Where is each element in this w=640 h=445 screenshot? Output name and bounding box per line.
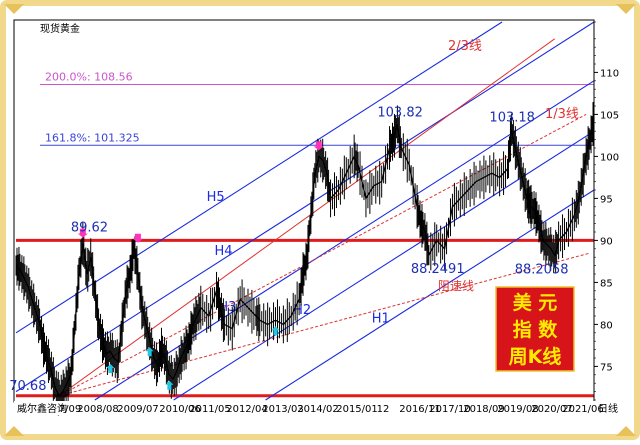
x-tick-label: 2020/07: [531, 404, 573, 415]
instrument-label: 现货黄金: [40, 22, 80, 35]
channel-line: [15, 21, 595, 393]
y-tick-label: 105: [600, 110, 619, 121]
price-annotations: 70.68 89.62 103.82 88.2491 103.18 88.2058: [9, 105, 568, 393]
x-tick-label: 12: [377, 404, 390, 415]
down-arrow-icon: [77, 228, 88, 238]
fan-line: [59, 113, 587, 397]
x-tick-label: 日线: [598, 402, 618, 415]
title-box: [495, 286, 575, 372]
up-arrow-icon: [106, 364, 115, 373]
y-tick-label: 85: [600, 278, 613, 289]
y-tick-label: 110: [600, 68, 619, 79]
frame-ornaments: [4, 4, 636, 436]
price-annotation: 88.2058: [515, 262, 569, 277]
x-tick-label: 2018/09: [463, 404, 505, 415]
title-line-2: 指 数: [513, 318, 559, 341]
fan-line: [59, 252, 591, 397]
x-tick-label: 2021/06: [562, 404, 604, 415]
up-arrow-icon: [145, 347, 154, 357]
price-annotation: 88.2491: [411, 262, 465, 277]
x-axis-band: [14, 401, 596, 415]
fan-label: 2/3线: [448, 39, 482, 54]
price-annotation: 103.18: [489, 111, 535, 126]
title-stamp: 美 元 指 数 周K线: [495, 286, 575, 372]
price-annotation: 103.82: [377, 105, 423, 120]
y-tick-label: 80: [600, 320, 613, 331]
channel-label: H5: [207, 190, 225, 205]
up-arrow-icon: [271, 326, 280, 336]
title-line-3: 周K线: [509, 345, 562, 368]
x-tick-label: 2017/10: [429, 404, 471, 415]
y-axis: 75 80 85 90 95 100 105 110: [593, 20, 619, 402]
down-arrow-icon: [313, 141, 324, 151]
level-label: 161.8%: 101.325: [45, 131, 140, 144]
x-tick-label: 2009/07: [117, 404, 159, 415]
channel-label: H4: [214, 244, 232, 259]
level-label: 200.0%: 108.56: [45, 70, 133, 83]
x-tick-label: 2015/01: [336, 404, 378, 415]
x-tick-label: 2013/03: [262, 404, 304, 415]
fan-line: [58, 38, 555, 397]
fan-label: 阻速线: [438, 279, 474, 293]
channel-line: [15, 21, 503, 334]
x-tick-label: 7/09: [59, 404, 81, 415]
price-annotation: 70.68: [9, 379, 46, 394]
price-annotation: 89.62: [71, 221, 108, 236]
y-tick-label: 95: [600, 194, 613, 205]
down-arrow-icon: [132, 233, 143, 243]
y-tick-label: 100: [600, 152, 619, 163]
channel-label: H1: [372, 311, 390, 326]
x-tick-label: 2010/06: [159, 404, 201, 415]
x-tick-label: 2008/08: [77, 404, 119, 415]
x-tick-label: 2019/08: [497, 404, 539, 415]
x-tick-label: 2012/04: [226, 404, 268, 415]
title-line-1: 美 元: [513, 291, 558, 314]
y-tick-label: 75: [600, 362, 613, 373]
fan-label: 1/3线: [545, 107, 579, 122]
x-tick-label: 2011/05: [189, 404, 231, 415]
up-arrow-icon: [165, 380, 174, 390]
x-tick-label: 2014/02: [297, 404, 339, 415]
y-tick-label: 90: [600, 236, 613, 247]
x-tick-label: 2016/11: [399, 404, 441, 415]
source-label: 威尔鑫咨询: [17, 402, 67, 415]
